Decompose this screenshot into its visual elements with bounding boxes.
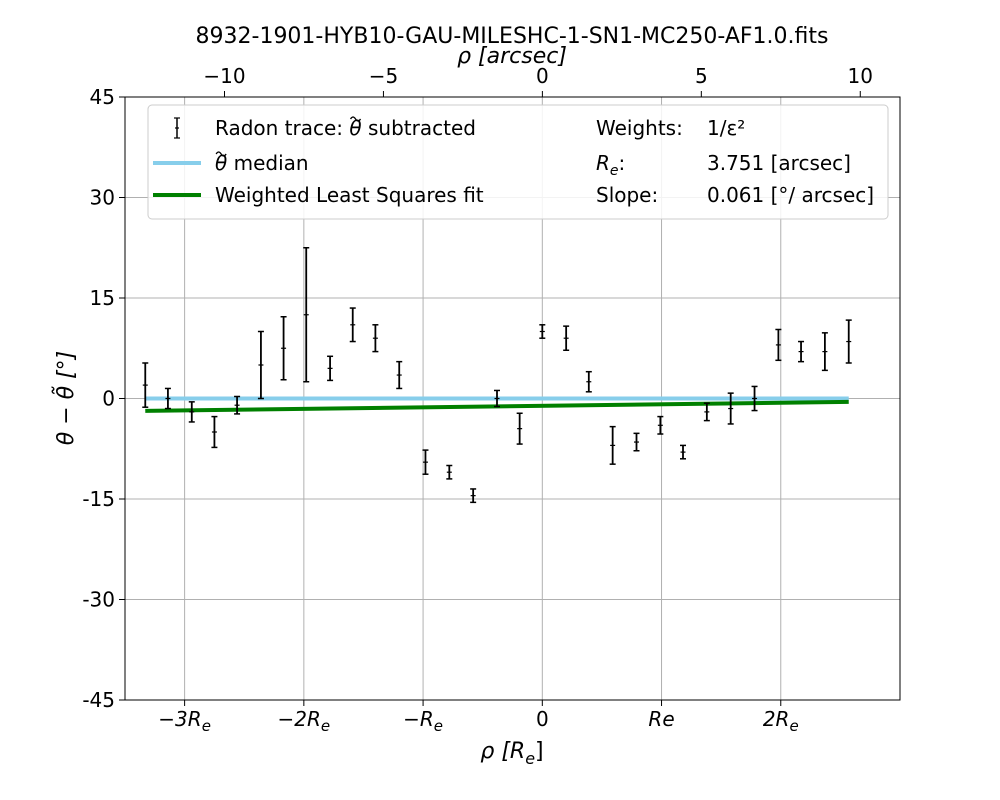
y-axis-ticks: 45 30 15 0 -15 -30 -45 bbox=[82, 85, 125, 712]
data-point bbox=[327, 355, 334, 382]
y-tick-label: -45 bbox=[82, 688, 115, 712]
y-tick-label: 0 bbox=[102, 387, 115, 411]
svg-text:θ median: θ median bbox=[215, 151, 309, 175]
y-tick-label: -15 bbox=[82, 487, 115, 511]
top-axis-ticks: −10 −5 0 5 10 bbox=[203, 64, 873, 97]
data-point bbox=[585, 370, 592, 393]
data-point bbox=[349, 307, 356, 343]
top-tick-label: 10 bbox=[848, 64, 873, 88]
data-point bbox=[798, 340, 805, 363]
data-point bbox=[142, 362, 149, 408]
legend-info: Weights: 1/ε² Re: 3.751 [arcsec] Slope: 0.061… bbox=[596, 116, 874, 207]
data-point bbox=[657, 415, 664, 435]
svg-text:Re:: Re: bbox=[596, 151, 625, 179]
svg-text:Radon trace: θ subtracted: Radon trace: θ subtracted bbox=[215, 116, 476, 140]
y-tick-label: 45 bbox=[90, 85, 115, 109]
data-point bbox=[494, 389, 500, 408]
x-tick-label: −3Re bbox=[158, 707, 211, 735]
data-point bbox=[446, 464, 453, 480]
x-tick-label: 2Re bbox=[763, 707, 799, 735]
data-point bbox=[280, 316, 287, 381]
top-tick-label: −5 bbox=[369, 64, 398, 88]
data-point bbox=[211, 415, 218, 449]
svg-text:3.751 [arcsec]: 3.751 [arcsec] bbox=[707, 151, 851, 175]
top-x-axis-label: ρ [arcsec] bbox=[457, 44, 567, 69]
legend-entry: θ median bbox=[153, 151, 309, 175]
data-point bbox=[470, 488, 477, 504]
legend-info-row: Weights: 1/ε² bbox=[596, 116, 745, 140]
legend-box bbox=[147, 104, 889, 220]
y-tick-label: 15 bbox=[90, 286, 115, 310]
y-axis-label: θ − θ̃ [°] bbox=[51, 351, 79, 446]
x-tick-label: Re bbox=[648, 707, 674, 731]
legend-entry: Radon trace: θ subtracted bbox=[174, 116, 476, 140]
data-point bbox=[539, 324, 546, 339]
data-point bbox=[845, 319, 852, 364]
data-point bbox=[680, 444, 686, 460]
legend-entry: Weighted Least Squares fit bbox=[153, 183, 484, 207]
data-point bbox=[188, 401, 195, 423]
x-axis-label: ρ [Re] bbox=[480, 739, 543, 768]
svg-text:Weights:: Weights: bbox=[596, 116, 683, 140]
data-point bbox=[234, 395, 241, 415]
data-point bbox=[516, 412, 523, 445]
x-tick-label: −2Re bbox=[278, 707, 331, 735]
data-point bbox=[257, 330, 264, 400]
data-point bbox=[727, 392, 734, 425]
svg-text:1/ε²: 1/ε² bbox=[707, 116, 745, 140]
legend: Radon trace: θ subtracted θ median Weighte… bbox=[147, 104, 889, 220]
x-tick-label: 0 bbox=[536, 707, 549, 731]
data-points bbox=[142, 247, 852, 504]
top-tick-label: 0 bbox=[536, 64, 549, 88]
data-point bbox=[372, 324, 379, 353]
data-point bbox=[563, 325, 570, 352]
data-point bbox=[703, 402, 710, 422]
x-axis-ticks: −3Re −2Re −Re 0 Re 2Re bbox=[158, 700, 799, 735]
x-tick-label: −Re bbox=[403, 707, 443, 735]
chart-title: 8932-1901-HYB10-GAU-MILESHC-1-SN1-MC250-… bbox=[196, 24, 829, 49]
legend-info-row: Slope: 0.061 [°/ arcsec] bbox=[596, 183, 874, 207]
svg-text:Slope:: Slope: bbox=[596, 183, 658, 207]
y-tick-label: -30 bbox=[82, 588, 115, 612]
data-point bbox=[775, 328, 782, 362]
legend-entries: Radon trace: θ subtracted θ median Weighte… bbox=[153, 116, 484, 207]
svg-text:Weighted Least Squares fit: Weighted Least Squares fit bbox=[215, 183, 484, 207]
legend-info-row: Re: 3.751 [arcsec] bbox=[596, 151, 851, 179]
data-point bbox=[609, 425, 616, 465]
top-tick-label: −10 bbox=[203, 64, 245, 88]
data-point bbox=[821, 332, 828, 372]
data-point bbox=[164, 387, 171, 410]
data-point bbox=[422, 449, 429, 475]
data-point bbox=[396, 360, 403, 390]
svg-text:0.061 [°/ arcsec]: 0.061 [°/ arcsec] bbox=[707, 183, 874, 207]
data-point bbox=[633, 432, 640, 452]
top-tick-label: 5 bbox=[695, 64, 708, 88]
y-tick-label: 30 bbox=[90, 186, 115, 210]
data-point bbox=[751, 385, 758, 412]
data-point bbox=[303, 247, 310, 383]
